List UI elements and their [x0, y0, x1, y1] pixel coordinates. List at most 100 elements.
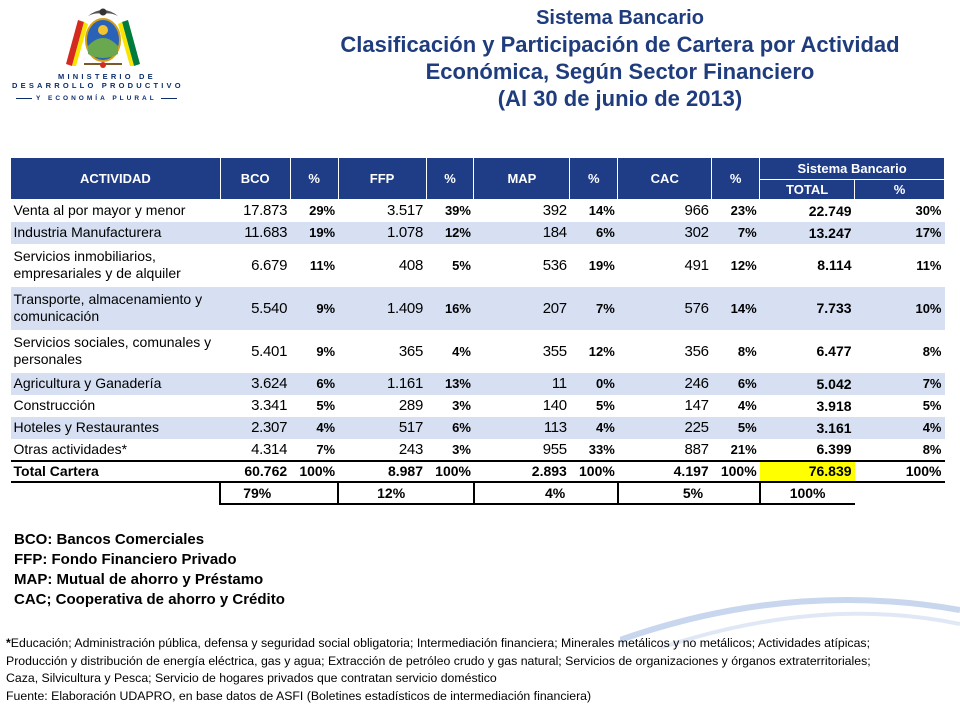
portfolio-table: ACTIVIDAD BCO % FFP % MAP % CAC % Sistem… — [10, 157, 945, 505]
footnote-line-1: *Educación; Administración pública, defe… — [6, 635, 956, 653]
cell-ffp: 517 — [338, 416, 426, 439]
cell-ffp-pct: 3% — [426, 438, 474, 461]
cell-map: 955 — [473, 438, 570, 461]
legend-cac: CAC; Cooperativa de ahorro y Crédito — [14, 591, 285, 608]
ministry-logo: MINISTERIO DE DESARROLLO PRODUCTIVO Y EC… — [8, 2, 198, 110]
title-line-4: (Al 30 de junio de 2013) — [497, 86, 743, 111]
table-row: Servicios sociales, comunales y personal… — [10, 329, 945, 373]
cell-actividad: Agricultura y Ganadería — [10, 372, 221, 395]
header-total-pct: % — [854, 179, 945, 200]
cell-total: 13.247 — [759, 221, 855, 244]
table-row: Construcción 3.341 5% 289 3% 140 5% 147 4% 3.918 5… — [10, 394, 945, 417]
share-total: 100% — [758, 481, 855, 505]
cell-cac-pct: 5% — [711, 416, 760, 439]
cell-actividad: Venta al por mayor y menor — [10, 199, 221, 222]
cell-cac: 147 — [617, 394, 712, 417]
cell-total-pct: 10% — [854, 286, 945, 330]
cell-map-pct: 12% — [569, 329, 618, 373]
cell-map: 113 — [473, 416, 570, 439]
header-actividad: ACTIVIDAD — [10, 157, 221, 200]
total-bco: 60.762 — [220, 459, 291, 483]
total-cac: 4.197 — [617, 459, 712, 483]
total-map: 2.893 — [473, 459, 570, 483]
table-row: Transporte, almacenamiento y comunicació… — [10, 286, 945, 330]
cell-actividad: Servicios sociales, comunales y personal… — [10, 329, 221, 373]
header-cac: CAC — [617, 157, 713, 200]
table-row: Servicios inmobiliarios, empresariales y… — [10, 243, 945, 287]
footnote-asterisk: * — [6, 636, 11, 650]
cell-total-pct: 30% — [854, 199, 945, 222]
cell-map-pct: 14% — [569, 199, 618, 222]
cell-cac: 225 — [617, 416, 712, 439]
share-map: 4% — [472, 481, 618, 505]
cell-bco: 11.683 — [220, 221, 291, 244]
cell-ffp: 408 — [338, 243, 426, 287]
cell-total: 3.918 — [759, 394, 855, 417]
cell-bco: 3.341 — [220, 394, 291, 417]
cell-bco-pct: 9% — [290, 329, 339, 373]
cell-bco-pct: 4% — [290, 416, 339, 439]
cell-total: 22.749 — [759, 199, 855, 222]
header-ffp-pct: % — [425, 157, 475, 200]
cell-map-pct: 7% — [569, 286, 618, 330]
cell-bco: 3.624 — [220, 372, 291, 395]
cell-total-pct: 17% — [854, 221, 945, 244]
legend-ffp: FFP: Fondo Financiero Privado — [14, 551, 237, 568]
legend-map: MAP: Mutual de ahorro y Préstamo — [14, 571, 264, 588]
cell-map: 207 — [473, 286, 570, 330]
cell-map: 536 — [473, 243, 570, 287]
cell-ffp: 1.161 — [338, 372, 426, 395]
table-row: Hoteles y Restaurantes 2.307 4% 517 6% 113 4% 2… — [10, 416, 945, 439]
cell-ffp: 243 — [338, 438, 426, 461]
ministry-line-2: DESARROLLO PRODUCTIVO — [12, 81, 184, 90]
table-row: Venta al por mayor y menor 17.873 29% 3.517… — [10, 199, 945, 222]
footnote-line-2: Producción y distribución de energía elé… — [6, 653, 871, 668]
cell-map-pct: 33% — [569, 438, 618, 461]
cell-cac: 966 — [617, 199, 712, 222]
share-bco: 79% — [219, 481, 339, 505]
cell-cac-pct: 12% — [711, 243, 760, 287]
cell-cac: 356 — [617, 329, 712, 373]
cell-total: 5.042 — [759, 372, 855, 395]
cell-cac: 576 — [617, 286, 712, 330]
header-sistema-bancario: Sistema Bancario — [759, 157, 945, 180]
cell-total: 6.477 — [759, 329, 855, 373]
table-row: Otras actividades* 4.314 7% 243 3% 955 33% 887 2… — [10, 438, 945, 461]
cell-total: 3.161 — [759, 416, 855, 439]
cell-bco-pct: 5% — [290, 394, 339, 417]
cell-actividad: Otras actividades* — [10, 438, 221, 461]
ministry-line-1: MINISTERIO DE — [58, 72, 156, 81]
cell-actividad: Hoteles y Restaurantes — [10, 416, 221, 439]
title-line-1: Sistema Bancario — [536, 7, 704, 29]
total-bco-pct: 100% — [290, 459, 339, 483]
header-bco: BCO — [219, 157, 291, 200]
cell-ffp: 289 — [338, 394, 426, 417]
cell-total-pct: 8% — [854, 329, 945, 373]
cell-total-pct: 7% — [854, 372, 945, 395]
abbreviation-legend: BCO: Bancos Comerciales FFP: Fondo Finan… — [14, 530, 285, 610]
footnote: *Educación; Administración pública, defe… — [6, 635, 956, 705]
cell-cac: 302 — [617, 221, 712, 244]
legend-bco: BCO: Bancos Comerciales — [14, 531, 205, 548]
total-ffp-pct: 100% — [426, 459, 474, 483]
cell-ffp: 1.409 — [338, 286, 426, 330]
cell-cac: 491 — [617, 243, 712, 287]
cell-ffp: 365 — [338, 329, 426, 373]
header-ffp: FFP — [337, 157, 427, 200]
cell-total-pct: 8% — [854, 438, 945, 461]
header-bco-pct: % — [289, 157, 339, 200]
ministry-line-3: Y ECONOMÍA PLURAL — [12, 95, 181, 102]
ministry-line-3-text: Y ECONOMÍA PLURAL — [36, 95, 157, 102]
cell-cac-pct: 6% — [711, 372, 760, 395]
footnote-line-3: Caza, Silvicultura y Pesca; Servicio de … — [6, 671, 497, 685]
cell-cac-pct: 8% — [711, 329, 760, 373]
cell-total: 8.114 — [759, 243, 855, 287]
title-line-2: Clasificación y Participación de Cartera… — [340, 32, 900, 57]
cell-map: 184 — [473, 221, 570, 244]
cell-cac-pct: 21% — [711, 438, 760, 461]
cell-ffp-pct: 6% — [426, 416, 474, 439]
cell-bco-pct: 29% — [290, 199, 339, 222]
header-map-pct: % — [569, 157, 619, 200]
cell-ffp-pct: 4% — [426, 329, 474, 373]
coat-of-arms-icon — [66, 8, 140, 68]
